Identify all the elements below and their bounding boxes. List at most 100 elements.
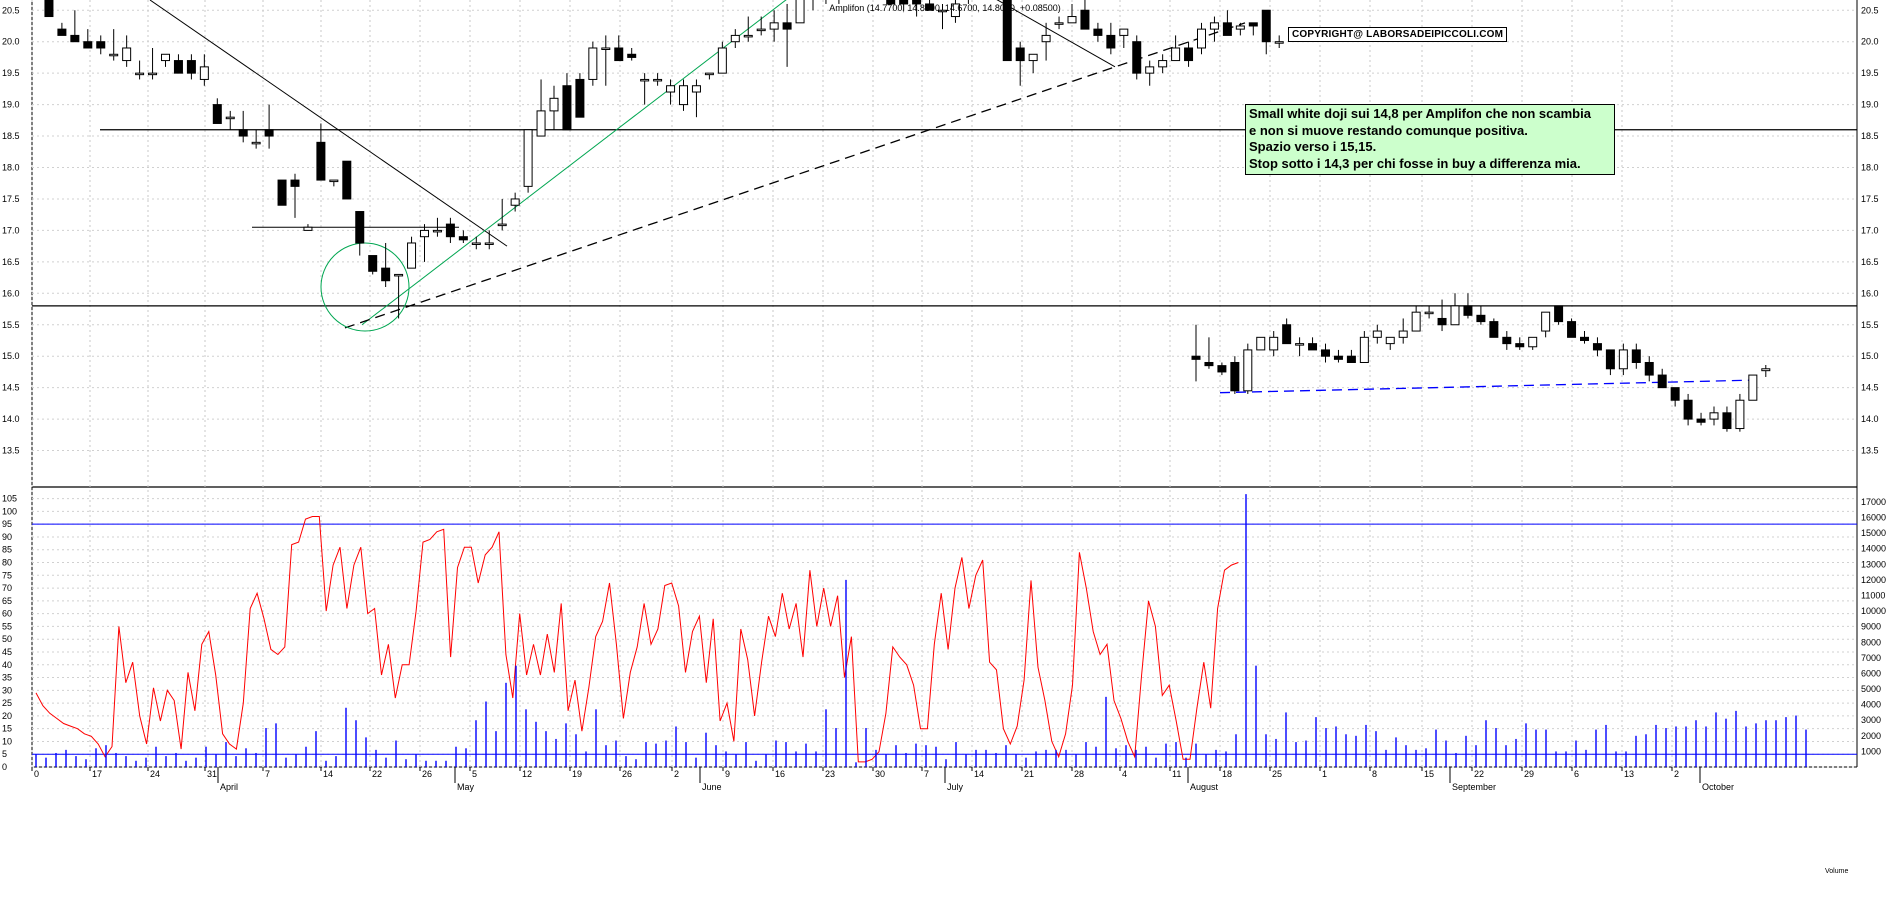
bear-candle-body	[1502, 336, 1512, 345]
bear-candle-body	[1437, 317, 1447, 326]
oscillator-line	[35, 516, 1239, 763]
candle	[1067, 3, 1077, 24]
price-tick-left: 14.0	[2, 414, 20, 424]
bear-candle-body	[1015, 47, 1025, 62]
bear-candle-body	[1476, 314, 1486, 323]
candle	[1015, 41, 1025, 86]
candle	[458, 230, 468, 243]
price-tick-left: 17.5	[2, 194, 20, 204]
candle	[1631, 343, 1641, 369]
bull-candle-body	[1398, 330, 1408, 338]
candle	[316, 123, 326, 181]
bull-candle-body	[1541, 311, 1551, 332]
price-tick-left: 18.5	[2, 131, 20, 141]
candle	[1093, 22, 1103, 42]
bull-candle-body	[161, 53, 170, 62]
candle	[730, 29, 740, 48]
candle	[653, 73, 663, 86]
candle	[756, 16, 766, 36]
candle	[161, 53, 170, 67]
highlight-circle	[320, 242, 410, 332]
candle	[1618, 343, 1628, 376]
candle	[1191, 324, 1201, 382]
x-day-label: 12	[522, 769, 532, 779]
bull-candle-body	[1067, 16, 1077, 24]
bear-candle-body	[562, 85, 572, 131]
chart-grid	[31, 0, 1857, 768]
candle	[1696, 412, 1706, 426]
candle	[1346, 349, 1356, 363]
candle	[912, 0, 922, 17]
bear-candle-body	[173, 60, 183, 74]
candle	[83, 29, 93, 49]
osc-tick-left: 70	[2, 583, 12, 593]
bear-candle-body	[1631, 349, 1641, 363]
x-day-label: 29	[1524, 769, 1534, 779]
bull-candle-body	[1171, 47, 1181, 62]
volume-tick-right: 13000	[1861, 559, 1886, 569]
bull-candle-body	[199, 66, 209, 80]
candle	[1735, 393, 1745, 432]
bear-candle-body	[277, 179, 287, 206]
candle	[173, 54, 183, 74]
bull-candle-body	[1450, 305, 1460, 326]
bull-candle-body	[1359, 336, 1369, 363]
volume-tick-right: 2000	[1861, 731, 1881, 741]
bull-candle-body	[769, 22, 779, 30]
bear-candle-body	[445, 223, 455, 238]
x-day-label: 18	[1222, 769, 1232, 779]
x-day-label: 16	[775, 769, 785, 779]
candle	[1269, 331, 1279, 357]
x-day-label: 5	[472, 769, 477, 779]
volume-tick-right: 3000	[1861, 715, 1881, 725]
x-day-label: 21	[1024, 769, 1034, 779]
candle	[368, 255, 378, 275]
volume-tick-right: 10000	[1861, 606, 1886, 616]
bear-candle-body	[70, 34, 80, 43]
osc-tick-left: 30	[2, 685, 12, 695]
price-tick-right: 15.0	[1861, 351, 1879, 361]
candle	[1437, 299, 1447, 332]
candle	[355, 211, 365, 256]
bull-candle-body	[666, 85, 676, 93]
candle	[432, 217, 442, 237]
volume-tick-right: 12000	[1861, 575, 1886, 585]
bear-candle-body	[1222, 22, 1232, 36]
candle	[1385, 336, 1395, 350]
candle	[950, 0, 960, 23]
candle	[510, 192, 520, 212]
bear-candle-body	[1333, 355, 1343, 360]
x-day-label: 1	[1322, 769, 1327, 779]
bull-candle-body	[523, 129, 533, 187]
bear-candle-body	[627, 53, 637, 58]
bear-candle-body	[1722, 412, 1732, 430]
volume-tick-right: 9000	[1861, 622, 1881, 632]
candle	[899, 0, 909, 11]
candle	[549, 85, 559, 130]
candle	[925, 0, 935, 11]
bear-candle-body	[57, 28, 67, 36]
volume-tick-right: 8000	[1861, 637, 1881, 647]
bear-candle-body	[1605, 349, 1615, 370]
price-tick-left: 18.0	[2, 163, 20, 173]
candle	[471, 236, 481, 250]
candle	[1528, 336, 1538, 350]
bear-candle-body	[381, 267, 391, 282]
x-day-label: 17	[92, 769, 102, 779]
candle	[1209, 16, 1219, 42]
x-day-label: 2	[674, 769, 679, 779]
price-tick-right: 16.0	[1861, 288, 1879, 298]
bear-candle-body	[355, 211, 365, 244]
x-day-label: 0	[34, 769, 39, 779]
bull-candle-body	[795, 0, 805, 24]
bear-candle-body	[290, 179, 300, 187]
candle	[1054, 16, 1064, 30]
candle	[536, 79, 546, 137]
x-day-label: 19	[572, 769, 582, 779]
candle	[1106, 22, 1116, 55]
candle	[1145, 60, 1155, 86]
candle	[1748, 374, 1758, 401]
bull-candle-body	[510, 198, 520, 206]
bull-candle-body	[730, 34, 740, 43]
candle	[523, 129, 533, 193]
